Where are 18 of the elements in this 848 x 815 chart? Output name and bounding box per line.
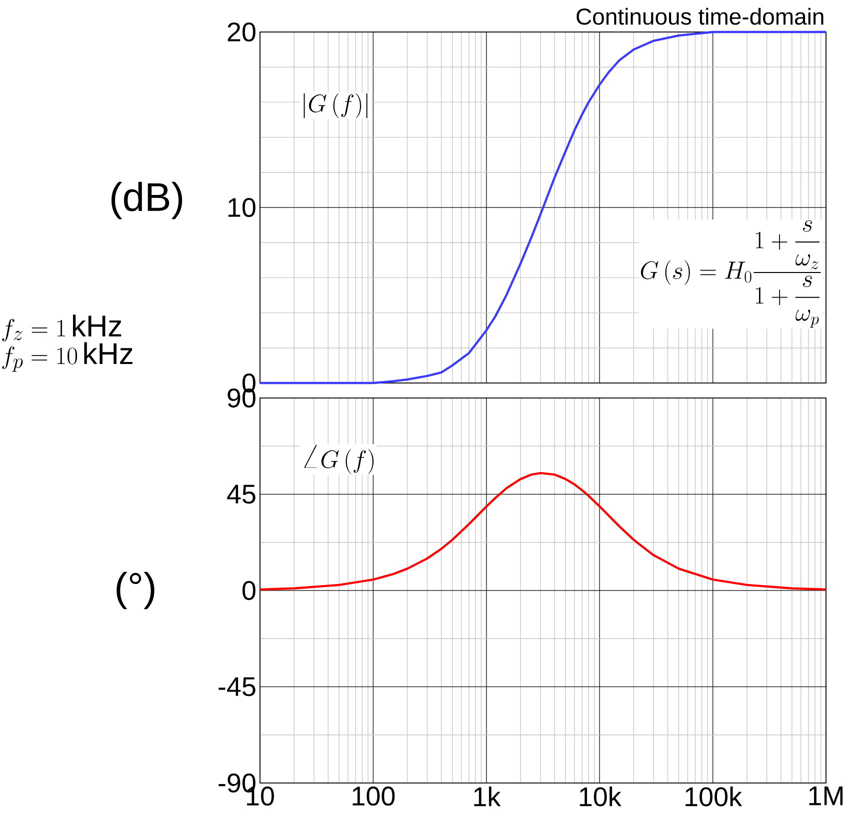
- x-tick-label: 1M: [809, 786, 843, 806]
- chart-title: Continuous time-domain: [576, 8, 824, 25]
- y-tick-label: 45: [227, 484, 256, 504]
- annotation: $G\left(s\right)=H_0\dfrac{1+\dfrac{s}{\omega_z}}{1+\dfrac{s}{\omega_p}}$: [640, 220, 821, 328]
- annotation: $\left|G\left(f\right)\right|$: [304, 93, 368, 118]
- text: $f_z=1\,\mathrm{kHz}$: [2, 314, 122, 342]
- y-tick-label: 10: [228, 198, 256, 218]
- y-axis-title: (dB): [112, 182, 182, 220]
- x-tick-label: 10k: [580, 786, 622, 806]
- text: $f_p=10\,\mathrm{kHz}$: [2, 342, 132, 372]
- x-tick-label: 1k: [474, 786, 501, 806]
- y-axis-title: (°): [116, 572, 154, 610]
- annotation: $\angle G\left(f\right)$: [304, 444, 374, 474]
- y-tick-label: 0: [242, 580, 256, 600]
- y-tick-label: -45: [218, 677, 256, 696]
- y-tick-label: 20: [228, 22, 256, 42]
- x-tick-label: 100: [352, 786, 395, 806]
- x-tick-label: 100k: [686, 786, 742, 806]
